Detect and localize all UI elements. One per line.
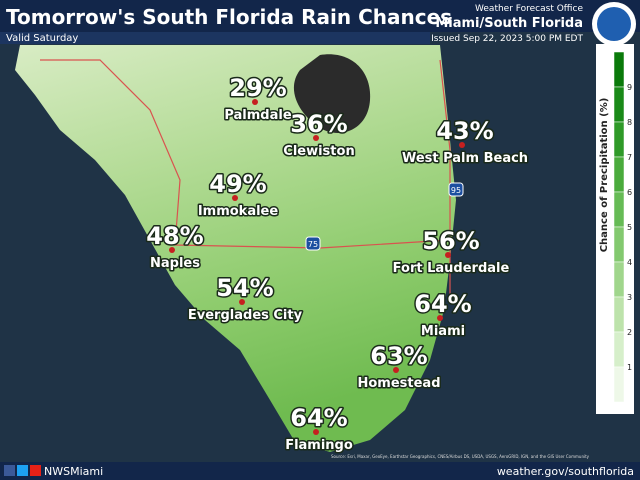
city-chance: 63% — [370, 342, 427, 370]
city-chance: 54% — [216, 274, 273, 302]
legend-swatch — [613, 86, 625, 123]
legend-swatch — [613, 156, 625, 193]
legend-swatch — [613, 261, 625, 298]
legend-swatch — [613, 191, 625, 228]
city-dot — [252, 99, 258, 105]
highway-shield — [448, 182, 464, 197]
url[interactable]: weather.gov/southflorida — [497, 465, 634, 478]
legend-tick: 7 — [627, 153, 632, 162]
office: Weather Forecast Office — [475, 4, 583, 14]
lake-okeechobee — [293, 54, 371, 133]
city-name: Fort Lauderdale — [393, 261, 510, 276]
subheader-bar — [0, 32, 430, 44]
city-name: West Palm Beach — [402, 151, 528, 166]
city-dot — [437, 315, 443, 321]
city-chance: 56% — [422, 227, 479, 255]
highway-label: 75 — [308, 240, 318, 249]
legend-tick: 5 — [627, 223, 632, 232]
youtube-icon[interactable] — [30, 465, 41, 476]
city-dot — [313, 135, 319, 141]
footer-bar — [0, 462, 640, 480]
legend-title: Chance of Precipitation (%) — [599, 98, 610, 253]
legend-tick: 8 — [627, 118, 632, 127]
legend-tick: 9 — [627, 83, 632, 92]
office: Miami/South Florida — [435, 16, 583, 31]
valid: Valid Saturday — [6, 33, 78, 44]
city-dot — [313, 429, 319, 435]
legend-swatch — [613, 296, 625, 333]
legend-swatch — [613, 51, 625, 88]
city-chance: 43% — [436, 117, 493, 145]
legend-tick: 6 — [627, 188, 632, 197]
highway-shield — [305, 236, 321, 251]
city-chance: 36% — [290, 110, 347, 138]
city-dot — [393, 367, 399, 373]
issued: Issued Sep 22, 2023 5:00 PM EDT — [431, 34, 583, 44]
city-chance: 49% — [209, 170, 266, 198]
city-name: Miami — [421, 324, 465, 339]
city-name: Immokalee — [198, 204, 279, 219]
social[interactable]: NWSMiami — [44, 465, 103, 478]
roads — [439, 59, 451, 300]
title: Tomorrow's South Florida Rain Chances — [6, 5, 452, 29]
city-chance: 29% — [229, 74, 286, 102]
city-name: Naples — [150, 256, 200, 271]
city-dot — [445, 252, 451, 258]
legend-tick: 4 — [627, 258, 632, 267]
city-dot — [459, 142, 465, 148]
twitter-icon[interactable] — [17, 465, 28, 476]
city-name: Flamingo — [285, 438, 353, 453]
city-name: Clewiston — [283, 144, 354, 159]
legend-swatch — [613, 121, 625, 158]
city-chance: 64% — [414, 290, 471, 318]
legend-tick: 1 — [627, 363, 632, 372]
city-chance: 64% — [290, 404, 347, 432]
legend-swatch — [613, 366, 625, 403]
city-dot — [239, 299, 245, 305]
facebook-icon[interactable] — [4, 465, 15, 476]
city-name: Homestead — [357, 376, 440, 391]
city-name: Palmdale — [224, 108, 291, 123]
highway-label: 95 — [451, 186, 461, 195]
attribution: Source: Esri, Maxar, GeoEye, Earthstar G… — [331, 454, 590, 459]
city-name: Everglades City — [188, 308, 303, 323]
city-dot — [232, 195, 238, 201]
header-bar — [0, 0, 640, 32]
land — [15, 45, 456, 452]
legend-tick: 3 — [627, 293, 632, 302]
legend-swatch — [613, 331, 625, 368]
city-dot — [169, 247, 175, 253]
legend-swatch — [613, 226, 625, 263]
nws-logo — [597, 7, 631, 41]
city-chance: 48% — [146, 222, 203, 250]
legend-tick: 2 — [627, 328, 632, 337]
